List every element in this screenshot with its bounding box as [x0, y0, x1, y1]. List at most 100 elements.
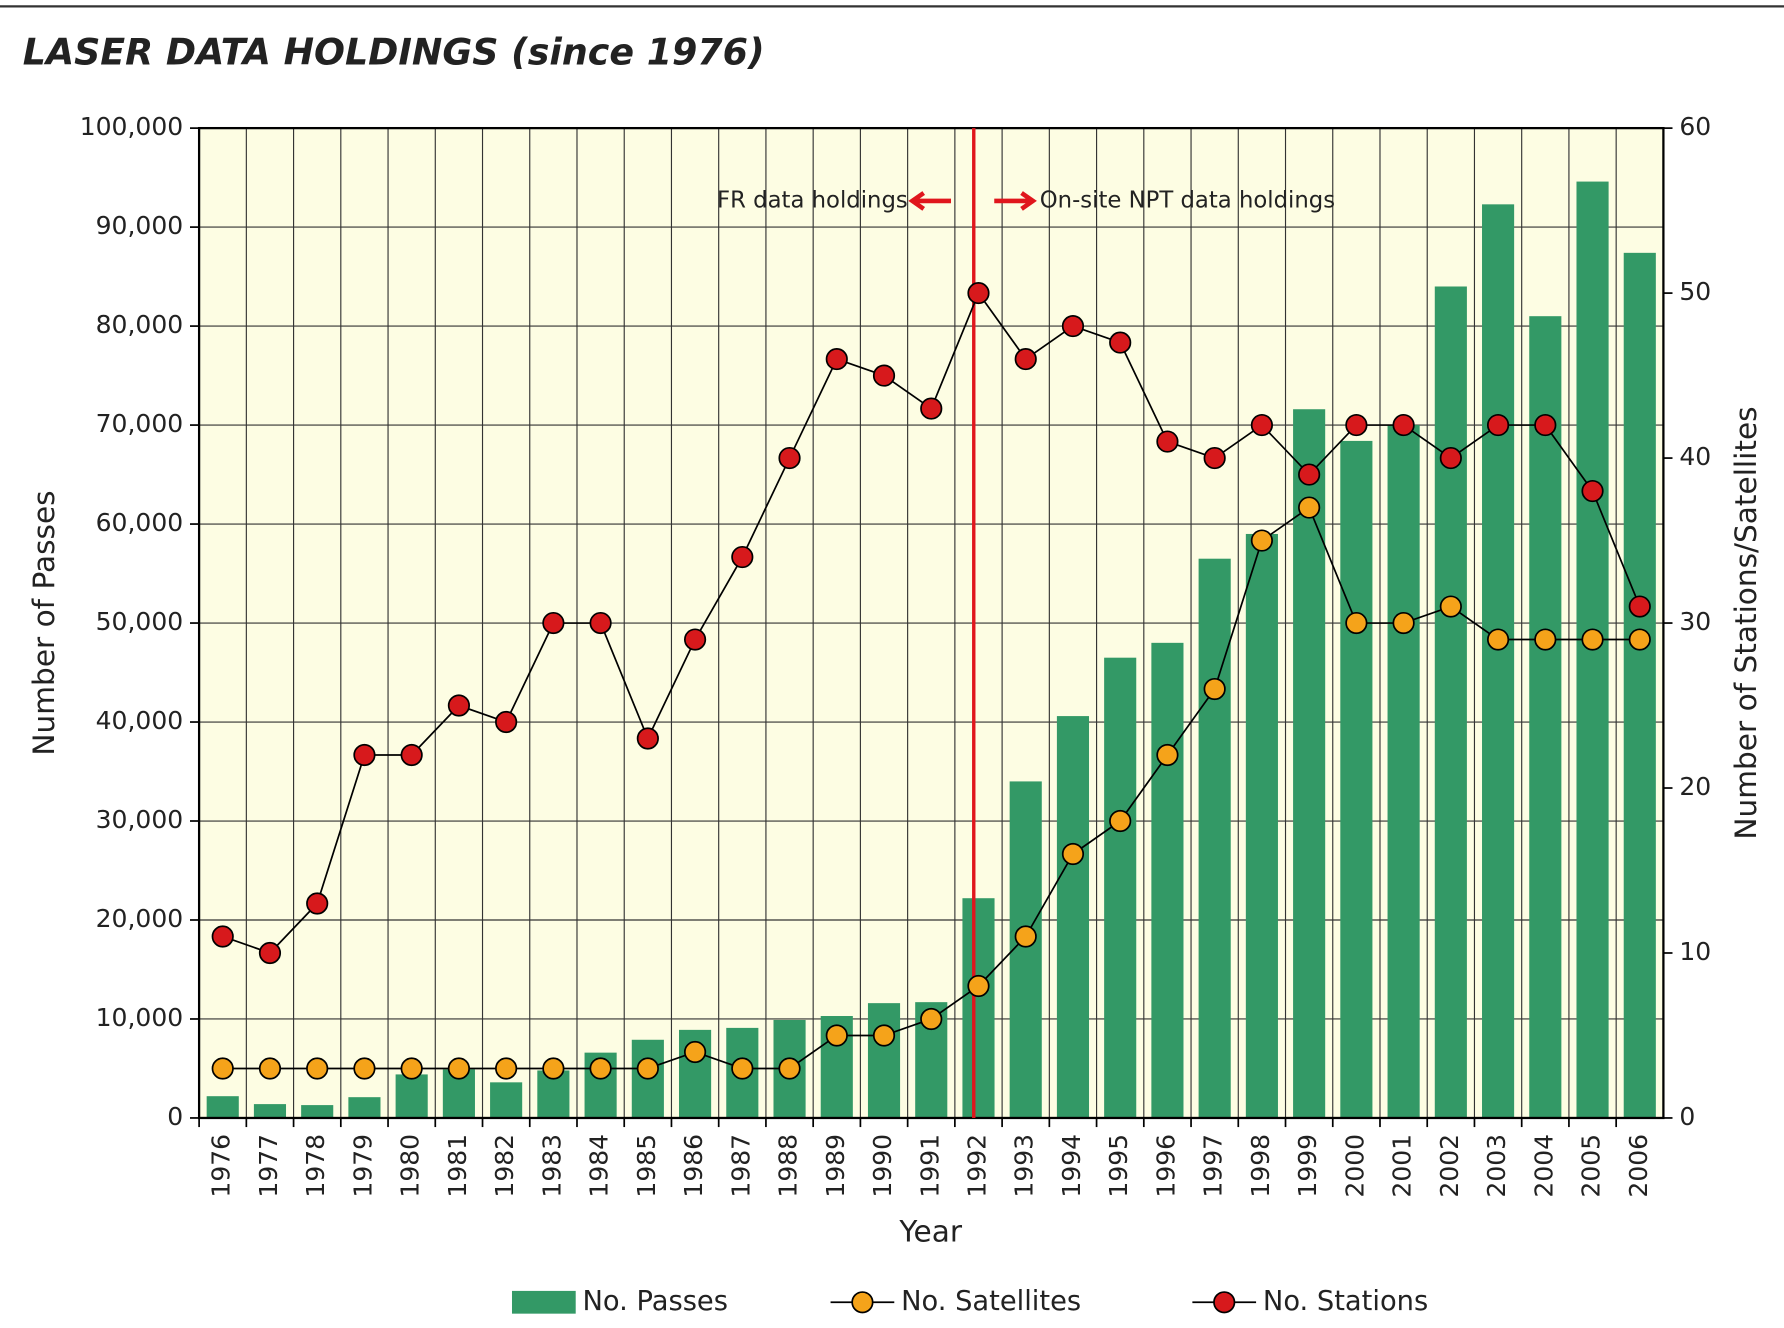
x-tick-label: 1976	[207, 1134, 236, 1198]
point	[1250, 529, 1273, 552]
point	[683, 628, 707, 651]
bar	[1340, 440, 1373, 1118]
point	[1061, 314, 1085, 338]
legend-swatch	[511, 1290, 576, 1314]
x-tick-label: 1980	[396, 1134, 425, 1198]
bar	[253, 1104, 287, 1118]
x-tick-label: 2002	[1435, 1134, 1464, 1198]
x-tick-label: 1985	[632, 1134, 661, 1198]
point	[1486, 628, 1510, 651]
point	[1628, 628, 1651, 651]
point	[447, 694, 470, 717]
x-tick-label: 2005	[1577, 1134, 1606, 1198]
plot-frame	[197, 126, 1665, 1120]
y-tick-label: 0	[167, 1102, 183, 1131]
point	[306, 892, 329, 915]
y-tick-label: 100,000	[80, 112, 183, 141]
x-tick-label: 1996	[1151, 1134, 1180, 1198]
x-tick-label: 1990	[868, 1134, 897, 1198]
x-tick-label: 1995	[1104, 1134, 1133, 1198]
bar	[1434, 286, 1467, 1118]
annotation: On-site NPT data holdings	[1040, 187, 1335, 213]
point	[872, 1024, 896, 1047]
point	[1156, 743, 1179, 767]
bar	[395, 1074, 428, 1118]
point	[1628, 595, 1651, 618]
point	[495, 1057, 518, 1080]
x-tick-label: 1999	[1293, 1134, 1322, 1198]
point	[1392, 413, 1415, 437]
legend-marker	[1213, 1291, 1236, 1314]
bar	[1009, 781, 1042, 1118]
y2-tick-label: 30	[1679, 607, 1711, 636]
bar	[1151, 642, 1184, 1118]
bar	[206, 1096, 239, 1118]
point	[1156, 430, 1179, 453]
point	[920, 397, 943, 420]
point	[211, 925, 234, 948]
bar	[1529, 316, 1562, 1118]
point	[495, 710, 518, 734]
x-tick-label: 2004	[1529, 1134, 1558, 1198]
bar	[490, 1082, 523, 1118]
point	[1203, 677, 1226, 701]
point	[1581, 628, 1604, 651]
bar	[1293, 409, 1326, 1118]
x-axis-label: Year	[898, 1214, 962, 1248]
point	[1298, 496, 1321, 519]
x-tick-label: 1986	[679, 1134, 708, 1198]
x-tick-label: 1987	[726, 1134, 755, 1198]
point	[1345, 413, 1368, 437]
arrow-right	[994, 191, 1037, 211]
bar	[867, 1003, 901, 1118]
point	[778, 446, 801, 470]
x-tick-label: 1978	[301, 1134, 330, 1198]
point	[1345, 611, 1368, 635]
y-tick-label: 60,000	[96, 508, 184, 537]
point	[731, 545, 754, 569]
point	[1298, 463, 1321, 486]
point	[825, 347, 848, 371]
point	[211, 1057, 234, 1080]
y2-axis-label: Number of Stations/Satellites	[1729, 406, 1763, 839]
x-tick-label: 1998	[1246, 1134, 1275, 1198]
point	[1486, 413, 1510, 437]
x-tick-label: 2003	[1482, 1134, 1511, 1198]
y-tick-label: 50,000	[96, 607, 184, 636]
point	[447, 1057, 470, 1080]
point	[353, 743, 376, 767]
point	[1534, 413, 1557, 437]
point	[1061, 842, 1085, 866]
point	[1014, 925, 1037, 948]
point	[306, 1057, 329, 1080]
y2-tick-label: 40	[1679, 442, 1711, 471]
bar	[348, 1097, 381, 1118]
point	[258, 941, 282, 965]
bar	[1104, 657, 1137, 1118]
x-tick-label: 1979	[348, 1134, 377, 1198]
bar	[1623, 252, 1656, 1118]
x-tick-label: 2000	[1340, 1134, 1369, 1198]
x-tick-label: 2001	[1388, 1134, 1417, 1198]
bar	[1387, 425, 1420, 1118]
y2-tick-label: 10	[1679, 937, 1711, 966]
bar	[301, 1105, 334, 1118]
point	[1392, 611, 1415, 635]
point	[967, 281, 990, 305]
point	[872, 364, 896, 387]
x-tick-label: 1988	[774, 1134, 803, 1198]
y-tick-label: 20,000	[96, 904, 184, 933]
point	[920, 1007, 943, 1031]
bar	[1056, 716, 1090, 1118]
x-tick-label: 1989	[821, 1134, 850, 1198]
arrow-left	[908, 191, 952, 211]
point	[542, 611, 565, 635]
y-tick-label: 80,000	[96, 310, 184, 339]
point	[542, 1057, 565, 1080]
point	[400, 743, 423, 767]
point	[589, 611, 612, 635]
point	[1109, 809, 1132, 833]
bar	[962, 898, 995, 1118]
x-tick-label: 1992	[962, 1134, 991, 1198]
